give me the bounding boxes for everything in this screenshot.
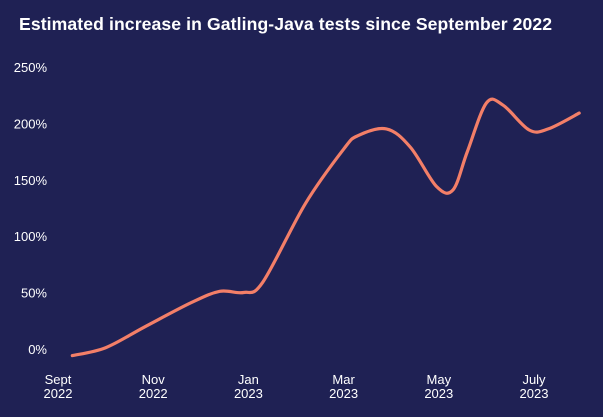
series-layer xyxy=(70,97,581,358)
series-line xyxy=(70,97,581,358)
x-tick-label-month: Sept xyxy=(45,372,72,387)
x-tick-label-month: Nov xyxy=(142,372,166,387)
x-tick-label-month: July xyxy=(522,372,546,387)
chart-title: Estimated increase in Gatling-Java tests… xyxy=(19,14,553,34)
x-axis: Sept2022Nov2022Jan2023Mar2023May2023July… xyxy=(44,372,549,401)
x-tick-label-month: May xyxy=(427,372,452,387)
x-tick-label-year: 2022 xyxy=(139,386,168,401)
y-tick-label: 0% xyxy=(28,342,47,357)
y-tick-label: 200% xyxy=(14,116,48,131)
y-tick-label: 50% xyxy=(21,286,47,301)
x-tick-label-year: 2022 xyxy=(44,386,73,401)
y-tick-label: 150% xyxy=(14,173,48,188)
x-tick-label-year: 2023 xyxy=(520,386,549,401)
x-tick-label-year: 2023 xyxy=(329,386,358,401)
y-tick-label: 250% xyxy=(14,60,48,75)
x-tick-label-year: 2023 xyxy=(234,386,263,401)
x-tick-label-year: 2023 xyxy=(424,386,453,401)
x-tick-label-month: Jan xyxy=(238,372,259,387)
y-tick-label: 100% xyxy=(14,229,48,244)
x-tick-label-month: Mar xyxy=(332,372,355,387)
y-axis: 0% 50% 100% 150% 200% 250% xyxy=(14,60,48,357)
